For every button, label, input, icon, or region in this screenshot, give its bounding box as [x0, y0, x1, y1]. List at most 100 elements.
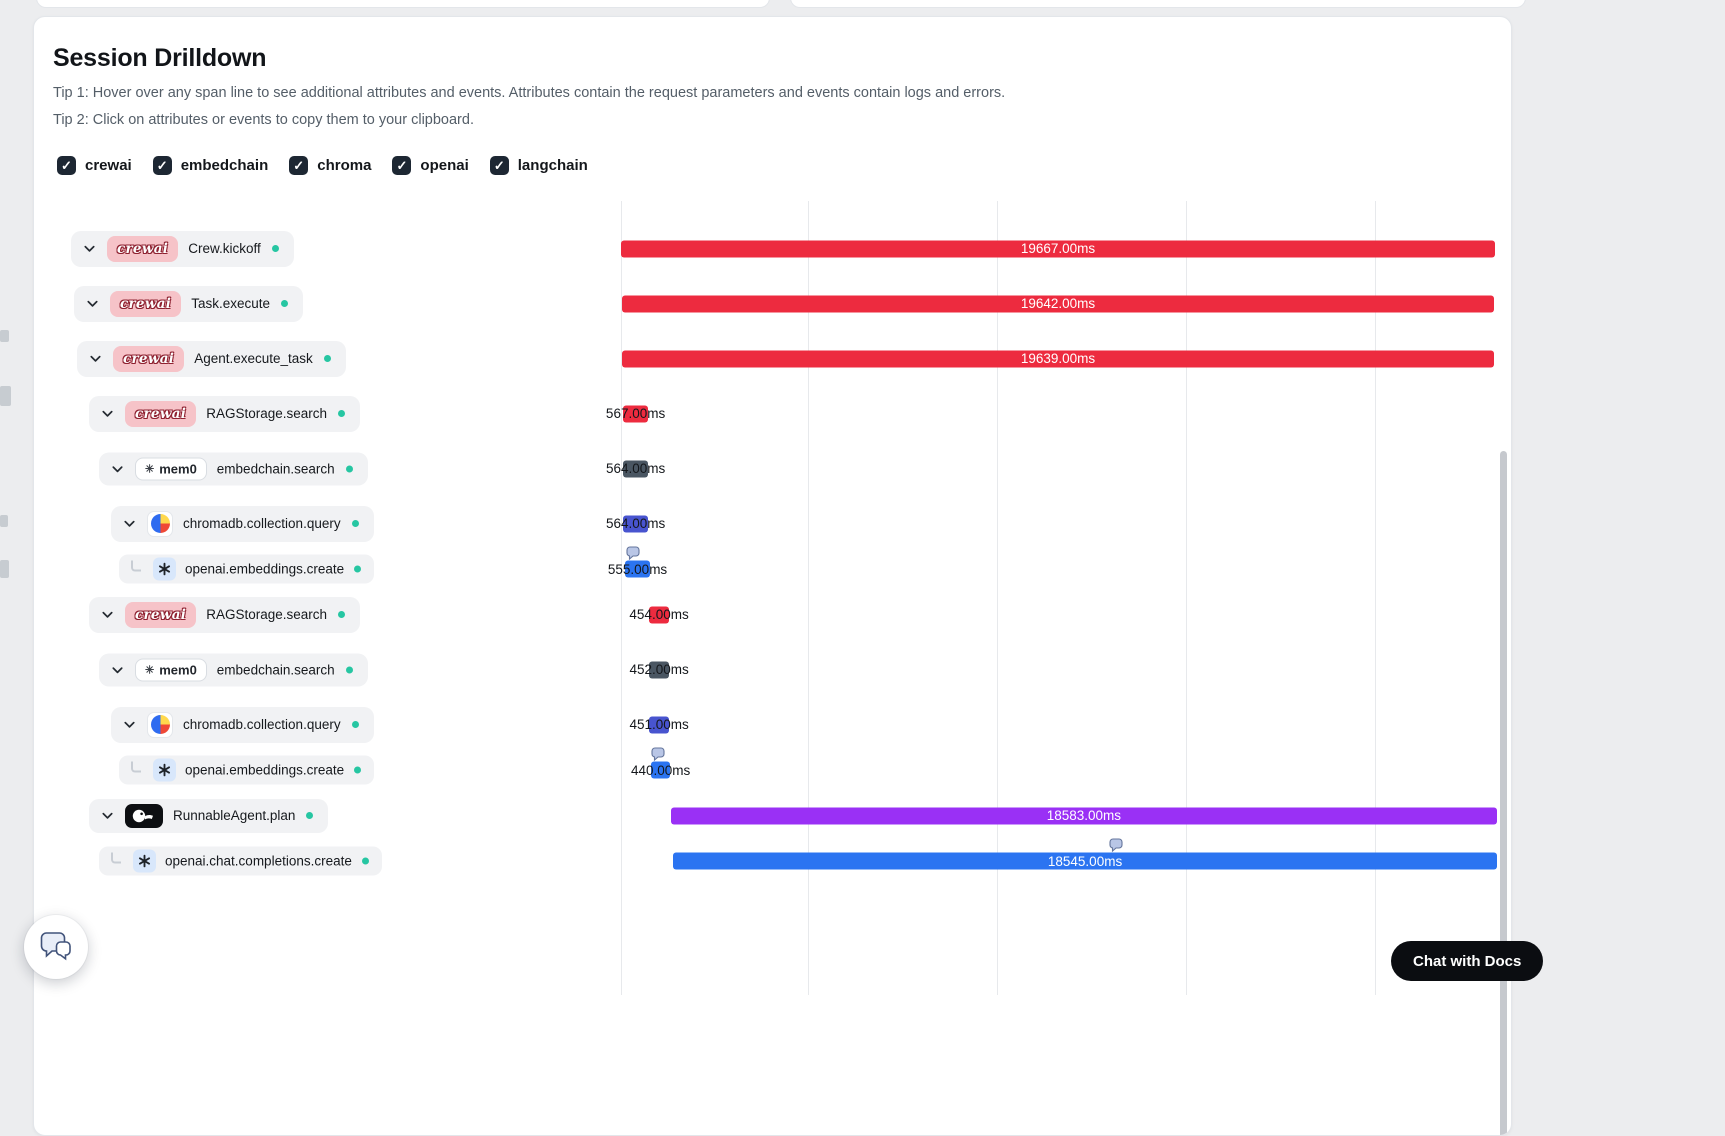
span-name: embedchain.search: [217, 461, 335, 476]
span-status-dot: [346, 666, 353, 673]
span-duration-label: 555.00ms: [608, 562, 667, 577]
chevron-down-icon[interactable]: [122, 717, 137, 732]
chroma-logo-icon: [151, 514, 170, 533]
check-icon: ✓: [494, 159, 505, 172]
chevron-down-icon[interactable]: [100, 607, 115, 622]
trace-span-row: openai.chat.completions.create 18545.00m…: [34, 843, 1512, 879]
span-label-pill[interactable]: openai.chat.completions.create: [99, 847, 382, 876]
span-duration-bar[interactable]: 451.00ms: [649, 716, 669, 733]
span-duration-bar[interactable]: 567.00ms: [623, 405, 648, 422]
service-filter-embedchain[interactable]: ✓ embedchain: [149, 154, 273, 177]
span-duration-bar[interactable]: 564.00ms: [623, 515, 648, 532]
clipped-page-fragment: [0, 560, 9, 578]
filter-label: chroma: [317, 157, 371, 174]
chevron-down-icon[interactable]: [100, 406, 115, 421]
chevron-down-icon[interactable]: [110, 662, 125, 677]
span-status-dot: [324, 355, 331, 362]
trace-span-row: crewai Agent.execute_task 19639.00ms: [34, 331, 1512, 386]
check-icon: ✓: [293, 159, 304, 172]
service-filter-langchain[interactable]: ✓ langchain: [486, 154, 592, 177]
span-label-pill[interactable]: ✳mem0 embedchain.search: [99, 653, 368, 686]
span-duration-label: 564.00ms: [606, 516, 665, 531]
filter-checkbox-langchain[interactable]: ✓: [490, 156, 509, 175]
page-title: Session Drilldown: [53, 44, 266, 73]
langchain-logo-badge: [125, 804, 163, 828]
span-duration-bar[interactable]: 452.00ms: [649, 661, 669, 678]
filter-checkbox-crewai[interactable]: ✓: [57, 156, 76, 175]
trace-span-row: RunnableAgent.plan 18583.00ms: [34, 788, 1512, 843]
span-label-pill[interactable]: crewai Agent.execute_task: [77, 341, 346, 377]
service-filter-crewai[interactable]: ✓ crewai: [53, 154, 136, 177]
trace-span-row: ✳mem0 embedchain.search 564.00ms: [34, 441, 1512, 496]
span-name: openai.embeddings.create: [185, 562, 344, 577]
crewai-logo-badge: crewai: [107, 236, 178, 262]
chevron-down-icon[interactable]: [82, 241, 97, 256]
check-icon: ✓: [396, 159, 407, 172]
span-duration-label: 19642.00ms: [1021, 296, 1095, 311]
crewai-logo-badge: crewai: [113, 346, 184, 372]
span-duration-label: 452.00ms: [629, 662, 688, 677]
span-label-pill[interactable]: openai.embeddings.create: [119, 555, 374, 584]
span-label-pill[interactable]: chromadb.collection.query: [111, 506, 374, 542]
span-duration-label: 440.00ms: [631, 763, 690, 778]
event-bubble-icon[interactable]: [650, 746, 666, 762]
span-status-dot: [352, 721, 359, 728]
openai-logo-badge: [153, 558, 176, 581]
trace-span-row: openai.embeddings.create 555.00ms: [34, 551, 1512, 587]
chroma-logo-badge: [147, 712, 173, 738]
tree-connector-icon: [131, 561, 141, 572]
chat-widget-button[interactable]: [24, 915, 88, 979]
span-label-pill[interactable]: crewai Task.execute: [74, 286, 303, 322]
span-label-pill[interactable]: crewai RAGStorage.search: [89, 396, 360, 432]
span-label-pill[interactable]: ✳mem0 embedchain.search: [99, 452, 368, 485]
crewai-logo-badge: crewai: [125, 401, 196, 427]
span-label-pill[interactable]: crewai Crew.kickoff: [71, 231, 294, 267]
span-duration-bar[interactable]: 18545.00ms: [673, 853, 1497, 870]
chat-bubbles-icon: [38, 931, 74, 964]
span-status-dot: [338, 611, 345, 618]
clipped-page-fragment: [0, 515, 8, 527]
openai-logo-icon: [137, 854, 152, 869]
event-bubble-icon[interactable]: [1108, 837, 1124, 853]
chat-with-docs-button[interactable]: Chat with Docs: [1391, 941, 1543, 981]
span-duration-bar[interactable]: 440.00ms: [651, 762, 671, 779]
span-label-pill[interactable]: crewai RAGStorage.search: [89, 597, 360, 633]
chevron-down-icon[interactable]: [122, 516, 137, 531]
span-label-pill[interactable]: chromadb.collection.query: [111, 707, 374, 743]
trace-waterfall: crewai Crew.kickoff 19667.00ms crewai Ta…: [34, 201, 1512, 995]
check-icon: ✓: [61, 159, 72, 172]
chevron-down-icon[interactable]: [100, 808, 115, 823]
span-duration-bar[interactable]: 19639.00ms: [622, 350, 1495, 367]
span-duration-bar[interactable]: 19642.00ms: [622, 295, 1495, 312]
filter-checkbox-openai[interactable]: ✓: [392, 156, 411, 175]
span-duration-bar[interactable]: 19667.00ms: [621, 240, 1495, 257]
crewai-logo-badge: crewai: [110, 291, 181, 317]
span-label-pill[interactable]: openai.embeddings.create: [119, 756, 374, 785]
chroma-logo-badge: [147, 511, 173, 537]
span-duration-bar[interactable]: 18583.00ms: [671, 807, 1497, 824]
trace-span-row: crewai Task.execute 19642.00ms: [34, 276, 1512, 331]
background-card-left: [36, 0, 770, 8]
span-duration-label: 451.00ms: [629, 717, 688, 732]
span-duration-label: 454.00ms: [629, 607, 688, 622]
span-duration-bar[interactable]: 555.00ms: [625, 561, 650, 578]
span-name: openai.embeddings.create: [185, 763, 344, 778]
span-name: RAGStorage.search: [206, 406, 327, 421]
span-duration-label: 19667.00ms: [1021, 241, 1095, 256]
span-label-pill[interactable]: RunnableAgent.plan: [89, 799, 328, 833]
filter-checkbox-chroma[interactable]: ✓: [289, 156, 308, 175]
service-filter-openai[interactable]: ✓ openai: [388, 154, 472, 177]
mem0-logo-icon: ✳: [145, 462, 154, 475]
span-duration-label: 19639.00ms: [1021, 351, 1095, 366]
service-filter-chroma[interactable]: ✓ chroma: [285, 154, 375, 177]
span-status-dot: [306, 812, 313, 819]
event-bubble-icon[interactable]: [625, 545, 641, 561]
span-status-dot: [272, 245, 279, 252]
chevron-down-icon[interactable]: [85, 296, 100, 311]
span-duration-bar[interactable]: 564.00ms: [623, 460, 648, 477]
span-duration-bar[interactable]: 454.00ms: [649, 606, 669, 623]
filter-checkbox-embedchain[interactable]: ✓: [153, 156, 172, 175]
chevron-down-icon[interactable]: [88, 351, 103, 366]
vertical-scrollbar[interactable]: [1500, 451, 1507, 1136]
chevron-down-icon[interactable]: [110, 461, 125, 476]
